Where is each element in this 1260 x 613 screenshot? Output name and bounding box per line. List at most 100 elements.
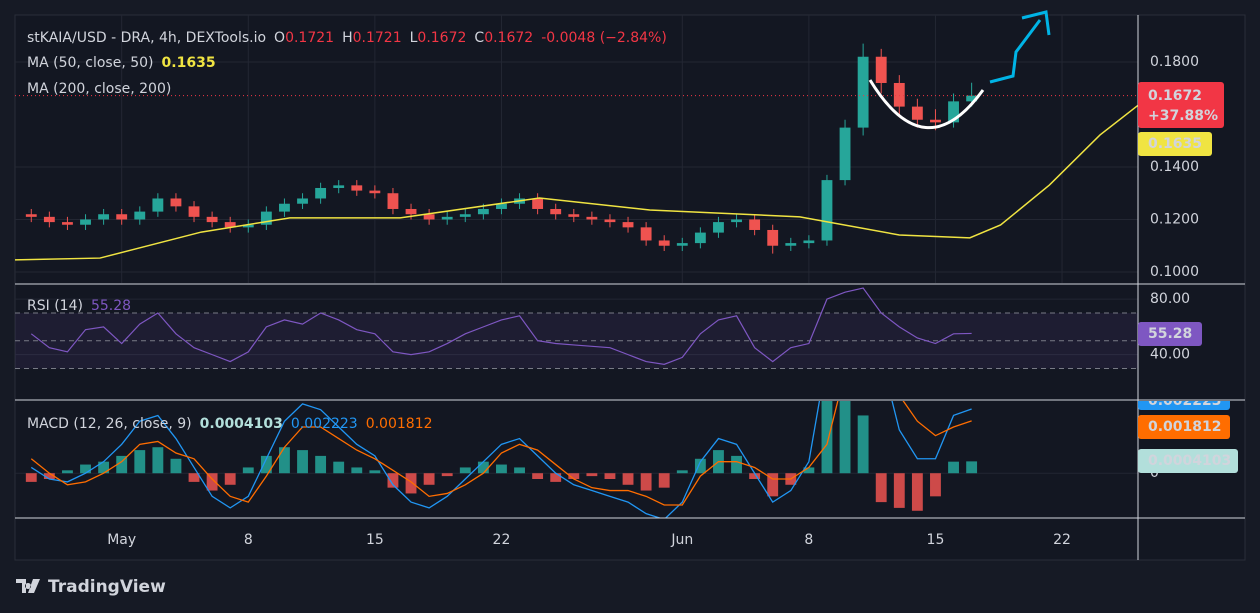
candle-body [857, 56, 869, 128]
arrow-annotation [989, 19, 1042, 84]
legend-header: stKAIA/USD - DRA, 4h, DEXTools.io O0.1721… [27, 30, 667, 46]
chart-frame [14, 14, 1246, 561]
candle-body [80, 219, 91, 225]
histogram-bar [731, 455, 742, 474]
candle-body [333, 185, 345, 188]
ohlc-value: 0.1672 [417, 30, 466, 46]
candle-body [25, 214, 37, 217]
histogram-bar [930, 473, 941, 497]
ohlc-value: 0.1672 [484, 30, 533, 46]
histogram-bar [152, 447, 164, 474]
histogram-bar [658, 473, 670, 488]
axes: 0.1000 0.1200 0.1400 0.1800 May 8 15 22 Jun 8 15 22… [107, 54, 1199, 548]
candle-body [767, 229, 779, 246]
macd-tag [1138, 401, 1230, 410]
histogram-bar [387, 473, 399, 488]
y-tick-label: 0.1400 [1150, 159, 1199, 175]
ma-legend: MA (50, close, 50) 0.1635 [27, 55, 216, 71]
y-tick-label: 40.00 [1150, 347, 1190, 363]
candle-body [948, 101, 959, 123]
histogram-bar [62, 470, 73, 474]
rsi-line [30, 287, 972, 365]
histogram-bar [948, 461, 959, 474]
y-tick-label: 0.1800 [1150, 54, 1199, 70]
histogram-bar [170, 458, 182, 474]
histogram-bar [622, 473, 634, 485]
histogram-bar [369, 470, 381, 474]
histogram-bar [477, 461, 489, 474]
candle-body [279, 203, 290, 212]
histogram-bar [676, 470, 688, 474]
candle-body [62, 222, 73, 225]
candle-body [640, 227, 652, 241]
candle-body [188, 206, 200, 217]
histogram-bar [333, 461, 345, 474]
histogram-bar [260, 455, 272, 474]
candle-body [821, 180, 833, 241]
histogram-bar [116, 455, 128, 474]
ohlc-label: H [342, 30, 353, 46]
x-tick-label: May [107, 532, 136, 548]
ohlc-label: C [474, 30, 484, 46]
macd-line [30, 401, 972, 506]
candle-body [658, 240, 670, 246]
candle-body [586, 216, 598, 220]
ma-value: 0.1635 [162, 55, 216, 71]
cup-annotation [868, 79, 985, 129]
ma-name: MA (200, close, 200) [27, 81, 171, 97]
histogram-bar [297, 450, 308, 474]
brand-name: TradingView [48, 577, 166, 597]
brand-logo [16, 579, 40, 593]
macd-tag-label: 0.002223 [1148, 393, 1222, 409]
x-tick-label: 15 [366, 532, 384, 548]
histogram-bar [242, 467, 254, 474]
signal-tag-label: 0.001812 [1148, 419, 1222, 435]
x-tick-label: 15 [927, 532, 945, 548]
candle-body [930, 119, 941, 123]
histogram-bar [803, 467, 815, 474]
histogram-bar [767, 473, 779, 497]
histogram-bar [839, 401, 851, 474]
candle-body [441, 216, 453, 220]
x-tick-label: 8 [244, 532, 253, 548]
histogram-bar [206, 473, 218, 491]
change-tag-label: +37.88% [1148, 108, 1218, 124]
histogram-bar [351, 467, 363, 474]
candle-body [911, 106, 923, 120]
candle-body [98, 214, 110, 220]
candle-body [713, 222, 724, 233]
price-tag-label: 0.1672 [1148, 88, 1202, 104]
histogram-bar [532, 473, 544, 479]
candle-body [423, 214, 435, 220]
candle-body [459, 214, 471, 217]
candle-body [242, 224, 254, 228]
candle-body [43, 216, 55, 223]
hist-value: 0.0004103 [200, 416, 283, 432]
y-tick-label: 0.1200 [1150, 211, 1199, 227]
ohlc-value: 0.1721 [285, 30, 334, 46]
ohlc-value: 0.1721 [353, 30, 402, 46]
y-tick-label: 0.1000 [1150, 264, 1199, 280]
macd-tags: 0.002223 0.001812 0.0004103 [1138, 393, 1238, 473]
histogram-bar [966, 461, 978, 474]
y-tick-label: 80.00 [1150, 291, 1190, 307]
candle-body [387, 193, 399, 209]
ma-tag-label: 0.1635 [1148, 136, 1202, 152]
histogram-bar [694, 458, 706, 474]
histogram-bar [25, 473, 37, 482]
candle-body [604, 219, 616, 223]
histogram-bar [405, 473, 417, 494]
ma-tag [1138, 132, 1212, 156]
hist-tag-label: 0.0004103 [1148, 453, 1231, 469]
candle-body [206, 216, 218, 223]
macd-value: 0.002223 [291, 416, 358, 432]
ohlc-label: L [410, 30, 418, 46]
candle-body [875, 56, 887, 83]
signal-value: 0.001812 [366, 416, 433, 432]
macd-name: MACD (12, 26, close, 9) [27, 416, 192, 432]
ma-line [15, 104, 1138, 261]
candle-body [839, 127, 851, 181]
histogram-bar [423, 473, 435, 485]
rsi-legend: RSI (14) 55.28 [27, 298, 131, 314]
